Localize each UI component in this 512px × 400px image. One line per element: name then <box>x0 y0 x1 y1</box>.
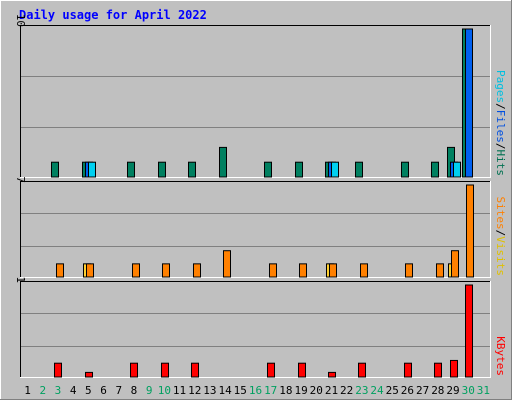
x-tick-label: 25 <box>386 384 399 397</box>
x-tick-label: 10 <box>158 384 171 397</box>
x-tick-label: 30 <box>462 384 475 397</box>
x-tick-label: 22 <box>340 384 353 397</box>
bar-hits-hits-day-26 <box>401 161 409 178</box>
x-tick-label: 15 <box>234 384 247 397</box>
bar-kbytes-kbytes-day-12 <box>191 362 199 378</box>
bar-hits-pages-day-21 <box>331 161 339 178</box>
x-tick-label: 23 <box>355 384 368 397</box>
x-tick-label: 17 <box>264 384 277 397</box>
bar-hits-hits-day-28 <box>431 161 439 178</box>
legend-text: / <box>494 230 507 237</box>
x-tick-label: 20 <box>310 384 323 397</box>
legend-text: KBytes <box>494 336 507 376</box>
bar-sites-sites-day-30 <box>466 184 474 278</box>
panel-background <box>20 181 491 278</box>
bar-hits-pages-day-29 <box>453 161 461 178</box>
x-tick-label: 7 <box>115 384 122 397</box>
x-tick-label: 21 <box>325 384 338 397</box>
legend-text: Pages <box>494 70 507 103</box>
bar-sites-sites-day-26 <box>405 263 413 278</box>
bar-sites-sites-day-5 <box>86 263 94 278</box>
bar-hits-hits-day-12 <box>188 161 196 178</box>
bar-kbytes-kbytes-day-28 <box>434 362 442 378</box>
bar-sites-sites-day-8 <box>132 263 140 278</box>
y-max-label: 1 <box>14 276 27 283</box>
x-tick-label: 24 <box>370 384 384 397</box>
legend-text: Hits <box>494 150 507 177</box>
x-tick-label: 8 <box>131 384 138 397</box>
x-tick-label: 29 <box>446 384 459 397</box>
bar-sites-sites-day-19 <box>299 263 307 278</box>
legend-text: Files <box>494 110 507 143</box>
bar-sites-sites-day-10 <box>162 263 170 278</box>
bar-kbytes-kbytes-day-23 <box>358 362 366 378</box>
x-tick-label: 19 <box>294 384 307 397</box>
y-max-label: 7 <box>14 176 27 183</box>
legend-kbytes: KBytes <box>494 336 507 376</box>
bar-kbytes-kbytes-day-29 <box>450 359 458 378</box>
x-tick-label: 6 <box>100 384 107 397</box>
bar-sites-sites-day-29 <box>451 250 459 278</box>
bar-sites-sites-day-21 <box>329 263 337 278</box>
bar-sites-sites-day-12 <box>193 263 201 278</box>
y-max-label: 10 <box>14 14 27 27</box>
bar-sites-sites-day-17 <box>269 263 277 278</box>
bar-hits-hits-day-23 <box>355 161 363 178</box>
x-tick-label: 9 <box>146 384 153 397</box>
x-tick-label: 13 <box>203 384 216 397</box>
bar-kbytes-kbytes-day-30 <box>465 284 473 378</box>
x-tick-label: 31 <box>477 384 490 397</box>
x-tick-label: 1 <box>24 384 31 397</box>
x-tick-label: 5 <box>85 384 92 397</box>
legend-text: / <box>494 103 507 110</box>
bar-kbytes-kbytes-day-21 <box>328 371 336 378</box>
legend-hits: Pages/Files/Hits <box>494 70 507 176</box>
x-tick-label: 18 <box>279 384 292 397</box>
bar-hits-pages-day-5 <box>88 161 96 178</box>
bar-kbytes-kbytes-day-5 <box>85 371 93 378</box>
panel-background <box>20 281 491 378</box>
legend-text: / <box>494 143 507 150</box>
bar-sites-sites-day-28 <box>436 263 444 278</box>
x-tick-label: 26 <box>401 384 414 397</box>
x-axis: 1 2 3 4 5 6 7 8 9 10 11 12 13 14 15 16 17 18 19 20 21 22 23 24 2… <box>24 384 490 397</box>
bar-kbytes-kbytes-day-10 <box>161 362 169 378</box>
legend-text: Sites <box>494 197 507 230</box>
legend-text: Visits <box>494 236 507 276</box>
x-tick-label: 12 <box>188 384 201 397</box>
x-tick-label: 4 <box>70 384 77 397</box>
bar-hits-hits-day-14 <box>219 146 227 178</box>
bar-hits-hits-day-3 <box>51 161 59 178</box>
x-tick-label: 14 <box>218 384 232 397</box>
bar-kbytes-kbytes-day-17 <box>267 362 275 378</box>
x-tick-label: 16 <box>249 384 262 397</box>
legend-sites: Sites/Visits <box>494 197 507 277</box>
x-tick-label: 27 <box>416 384 429 397</box>
bar-kbytes-kbytes-day-3 <box>54 362 62 378</box>
bar-sites-sites-day-23 <box>360 263 368 278</box>
bar-sites-sites-day-3 <box>56 263 64 278</box>
bar-hits-hits-day-10 <box>158 161 166 178</box>
bar-kbytes-kbytes-day-19 <box>298 362 306 378</box>
panel-sites: 7 Sites/Visits <box>14 176 507 278</box>
bar-sites-sites-day-14 <box>223 250 231 278</box>
panel-kbytes: 1 KBytes <box>14 276 507 378</box>
x-tick-label: 3 <box>55 384 62 397</box>
bar-hits-hits-day-8 <box>127 161 135 178</box>
x-tick-label: 28 <box>431 384 444 397</box>
panel-background <box>20 25 491 178</box>
x-tick-label: 2 <box>39 384 46 397</box>
bar-hits-hits-day-17 <box>264 161 272 178</box>
bar-hits-files-day-30 <box>465 28 473 178</box>
x-tick-label: 11 <box>173 384 186 397</box>
chart-title: Daily usage for April 2022 <box>19 8 207 22</box>
bar-kbytes-kbytes-day-8 <box>130 362 138 378</box>
bar-kbytes-kbytes-day-26 <box>404 362 412 378</box>
bar-hits-hits-day-19 <box>295 161 303 178</box>
